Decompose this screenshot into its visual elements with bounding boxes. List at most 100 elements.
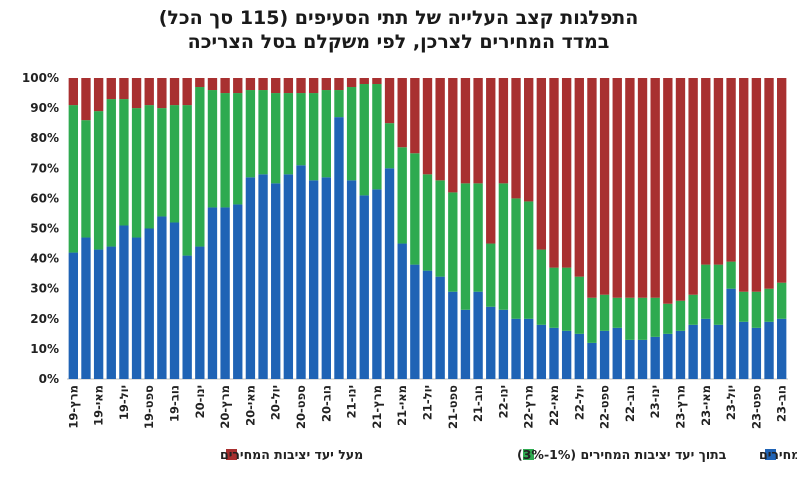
- bar-segment-series-1: [384, 123, 395, 169]
- bar-segment-series-2: [549, 78, 559, 268]
- bar-segment-series-1: [701, 264, 711, 319]
- bar-segment-series-2: [498, 78, 509, 184]
- bar-segment-series-2: [675, 78, 686, 301]
- bar-segment-series-2: [524, 78, 534, 202]
- x-tick-label: מאי-20: [243, 385, 257, 426]
- bar-segment-series-0: [233, 204, 243, 379]
- bar-segment-series-1: [587, 297, 597, 343]
- bar-segment-series-2: [599, 78, 610, 295]
- legend-swatch-series-0: [765, 449, 776, 460]
- bar-segment-series-1: [81, 120, 91, 238]
- x-tick-label: מאי-19: [92, 385, 106, 426]
- bar-segment-series-2: [131, 78, 142, 109]
- bar-segment-series-2: [739, 78, 749, 292]
- bar-segment-series-1: [536, 249, 547, 325]
- bar-segment-series-0: [625, 339, 635, 379]
- x-tick-label: מרץ-19: [66, 385, 80, 429]
- bar-segment-series-0: [498, 309, 509, 379]
- y-tick-label: 70%: [30, 161, 59, 175]
- bar-segment-series-0: [675, 330, 686, 379]
- bars-area: [68, 78, 787, 379]
- bar-segment-series-2: [321, 78, 331, 91]
- y-tick-label: 10%: [30, 342, 59, 356]
- bar-segment-series-2: [460, 78, 471, 184]
- legend-swatch-series-1: [523, 449, 534, 460]
- bar-segment-series-2: [637, 78, 648, 298]
- bar-segment-series-0: [448, 291, 458, 379]
- bar-segment-series-1: [486, 243, 496, 307]
- bar-segment-series-2: [68, 78, 78, 106]
- bar-segment-series-2: [283, 78, 294, 94]
- bar-segment-series-0: [169, 222, 180, 379]
- bar-segment-series-2: [271, 78, 281, 94]
- bar-segment-series-0: [777, 318, 787, 379]
- bar-segment-series-1: [321, 90, 331, 178]
- bar-segment-series-0: [258, 174, 268, 379]
- x-tick-label: ספט-21: [446, 385, 460, 429]
- bar-segment-series-1: [68, 105, 78, 253]
- bar-segment-series-1: [157, 108, 167, 217]
- x-tick-label: יול-19: [117, 385, 131, 420]
- bar-segment-series-2: [334, 78, 344, 91]
- bar-segment-series-1: [410, 153, 420, 265]
- bar-segment-series-1: [498, 183, 509, 310]
- bar-segment-series-2: [511, 78, 521, 199]
- bar-segment-series-2: [486, 78, 496, 244]
- bar-segment-series-2: [144, 78, 154, 106]
- bar-segment-series-0: [93, 249, 104, 379]
- bar-segment-series-0: [359, 195, 369, 379]
- x-tick-label: מרץ-21: [370, 385, 384, 429]
- x-tick-label: מאי-21: [395, 385, 409, 426]
- bar-segment-series-2: [245, 78, 256, 91]
- bar-segment-series-0: [650, 336, 660, 379]
- bar-segment-series-0: [321, 177, 331, 379]
- bar-segment-series-1: [739, 291, 749, 322]
- bar-segment-series-1: [764, 288, 774, 322]
- bar-segment-series-0: [207, 207, 218, 379]
- bar-segment-series-0: [511, 318, 521, 379]
- x-tick-label: נוב-20: [319, 385, 333, 422]
- bar-segment-series-2: [422, 78, 433, 175]
- x-tick-label: יול-22: [572, 385, 586, 420]
- y-tick-label: 90%: [30, 101, 59, 115]
- bar-segment-series-0: [220, 207, 230, 379]
- x-tick-label: יול-20: [269, 385, 283, 420]
- bar-segment-series-0: [296, 165, 306, 379]
- x-tick-label: נוב-23: [775, 385, 789, 422]
- bar-segment-series-0: [486, 306, 496, 379]
- bar-segment-series-0: [144, 228, 154, 379]
- bar-segment-series-0: [549, 327, 559, 379]
- bar-segment-series-0: [271, 183, 281, 379]
- bar-segment-series-1: [713, 264, 724, 325]
- legend-swatch-series-2: [226, 449, 237, 460]
- x-tick-label: יול-23: [724, 385, 738, 420]
- x-tick-label: ספט-19: [142, 385, 156, 429]
- bar-segment-series-0: [739, 321, 749, 379]
- bar-segment-series-1: [524, 201, 534, 319]
- bar-segment-series-1: [650, 297, 660, 337]
- x-tick-label: נוב-22: [623, 385, 637, 422]
- bar-segment-series-0: [637, 339, 648, 379]
- bar-segment-series-2: [713, 78, 724, 265]
- bar-segment-series-2: [119, 78, 129, 100]
- bar-segment-series-1: [599, 294, 610, 331]
- bar-segment-series-2: [536, 78, 547, 250]
- bar-segment-series-0: [435, 276, 445, 379]
- bar-segment-series-0: [131, 237, 142, 379]
- bar-segment-series-2: [220, 78, 230, 94]
- bar-segment-series-1: [233, 93, 243, 205]
- bar-segment-series-0: [663, 333, 673, 379]
- bar-segment-series-0: [574, 333, 584, 379]
- bar-segment-series-2: [384, 78, 395, 124]
- bar-segment-series-1: [93, 111, 104, 250]
- y-axis: 0% 10% 20% 30% 40% 50% 60% 70% 80% 90% 100%: [22, 71, 788, 386]
- bar-segment-series-2: [372, 78, 382, 85]
- bar-segment-series-1: [549, 267, 559, 328]
- bar-segment-series-0: [726, 288, 736, 379]
- bar-segment-series-0: [182, 255, 192, 379]
- bar-segment-series-2: [81, 78, 91, 121]
- bar-segment-series-2: [169, 78, 180, 106]
- bar-segment-series-1: [574, 276, 584, 334]
